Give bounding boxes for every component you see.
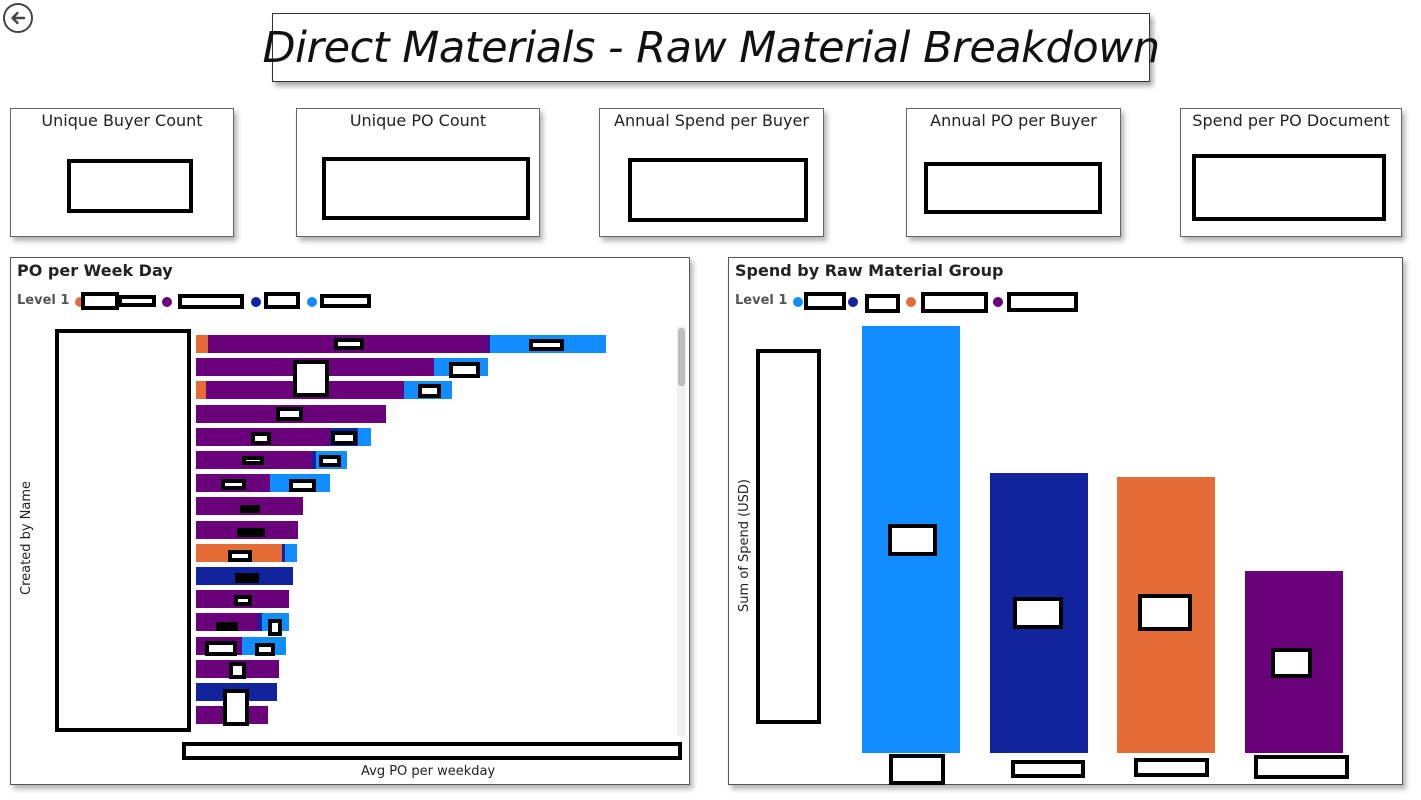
po-per-week-day-chart[interactable]: PO per Week Day Level 1 Created by Name … [10, 257, 690, 785]
redacted-data-label [529, 339, 564, 351]
redacted-value [924, 162, 1102, 214]
scrollbar-thumb[interactable] [678, 328, 685, 386]
kpi-annual-spend-per-buyer: Annual Spend per Buyer [599, 108, 824, 237]
redacted-data-label [216, 622, 238, 631]
legend-dot-purple [162, 297, 172, 307]
y-axis-label: Created by Name [19, 480, 34, 595]
redacted-data-label [221, 479, 246, 490]
redacted-value [67, 159, 193, 213]
legend-dot-orange [75, 297, 85, 307]
kpi-label: Unique PO Count [349, 111, 487, 130]
redacted-value [1192, 154, 1386, 221]
redacted-legend-item[interactable] [865, 294, 900, 313]
redacted-data-label [268, 619, 282, 636]
redacted-legend-item[interactable] [804, 292, 846, 310]
legend-dot-purple [993, 297, 1003, 307]
chart-title: Spend by Raw Material Group [735, 261, 1004, 280]
redacted-data-label [234, 595, 252, 606]
redacted-legend-item[interactable] [921, 292, 988, 313]
redacted-data-label [251, 432, 271, 445]
legend-dot-dark-blue [848, 297, 858, 307]
redacted-data-label [228, 550, 252, 562]
redacted-category-label [889, 754, 945, 785]
bar-segment-orange[interactable] [196, 381, 206, 400]
redacted-data-label [240, 505, 260, 513]
kpi-label: Annual PO per Buyer [930, 111, 1097, 130]
redacted-legend-item[interactable] [81, 292, 119, 310]
redacted-data-label [1013, 597, 1063, 629]
redacted-category-label [1134, 758, 1209, 777]
page-title: Direct Materials - Raw Material Breakdow… [262, 13, 1160, 82]
redacted-legend-item[interactable] [264, 292, 300, 309]
legend-title: Level 1 [735, 293, 788, 308]
legend-dot-light-blue [307, 297, 317, 307]
legend-dot-dark-blue [251, 297, 261, 307]
bar-segment-light-blue[interactable] [285, 543, 297, 562]
redacted-category-label [1254, 755, 1349, 779]
spend-by-raw-material-group-chart[interactable]: Spend by Raw Material Group Level 1 Sum … [728, 257, 1403, 785]
bar-segment-dark-blue[interactable] [488, 335, 490, 353]
chart-title: PO per Week Day [17, 261, 173, 280]
redacted-legend-item[interactable] [178, 294, 244, 309]
bar-segment-orange[interactable] [196, 335, 208, 353]
kpi-unique-po-count: Unique PO Count [296, 108, 540, 237]
bar-segment-dark-blue[interactable] [312, 451, 316, 469]
redacted-data-label [418, 384, 441, 398]
redacted-data-label [229, 662, 246, 679]
kpi-annual-po-per-buyer: Annual PO per Buyer [906, 108, 1121, 237]
redacted-category-labels [55, 329, 191, 732]
redacted-value [628, 158, 808, 222]
kpi-label: Spend per PO Document [1192, 111, 1390, 130]
redacted-legend-item[interactable] [118, 295, 156, 307]
kpi-label: Annual Spend per Buyer [614, 111, 809, 130]
redacted-legend-item[interactable] [1007, 292, 1078, 312]
redacted-data-label [237, 528, 265, 537]
legend-title: Level 1 [17, 293, 70, 308]
redacted-data-label [888, 524, 937, 556]
bar-segment-dark-blue[interactable] [282, 543, 285, 562]
redacted-value [322, 157, 530, 220]
kpi-spend-per-po-document: Spend per PO Document [1180, 108, 1402, 237]
redacted-data-label [1138, 594, 1192, 631]
redacted-data-label [205, 641, 237, 656]
redacted-data-label [331, 431, 357, 445]
back-button[interactable] [3, 3, 33, 33]
redacted-legend-item[interactable] [320, 294, 371, 308]
back-arrow-icon [11, 11, 26, 25]
redacted-data-label [235, 573, 259, 583]
scrollbar-track[interactable] [677, 326, 686, 736]
redacted-data-label [1271, 648, 1312, 678]
redacted-data-label [223, 689, 249, 726]
redacted-y-axis-ticks [756, 349, 821, 724]
redacted-data-label [319, 455, 341, 467]
redacted-data-label [293, 360, 329, 397]
redacted-data-label [276, 407, 303, 421]
redacted-data-label [449, 362, 480, 378]
y-axis-label: Sum of Spend (USD) [737, 479, 752, 612]
redacted-data-label [334, 338, 364, 350]
bar-segment-light-blue[interactable] [358, 427, 371, 446]
redacted-category-label [1011, 760, 1085, 778]
redacted-data-label [255, 643, 275, 656]
redacted-data-label [289, 479, 316, 492]
legend-dot-orange [906, 297, 916, 307]
x-axis-label: Avg PO per weekday [361, 764, 496, 779]
redacted-x-axis-ticks [182, 742, 682, 760]
bar-segment-dark-blue[interactable] [258, 613, 262, 632]
redacted-data-label [242, 456, 264, 465]
kpi-unique-buyer-count: Unique Buyer Count [10, 108, 234, 237]
legend-dot-light-blue [793, 297, 803, 307]
kpi-label: Unique Buyer Count [41, 111, 203, 130]
